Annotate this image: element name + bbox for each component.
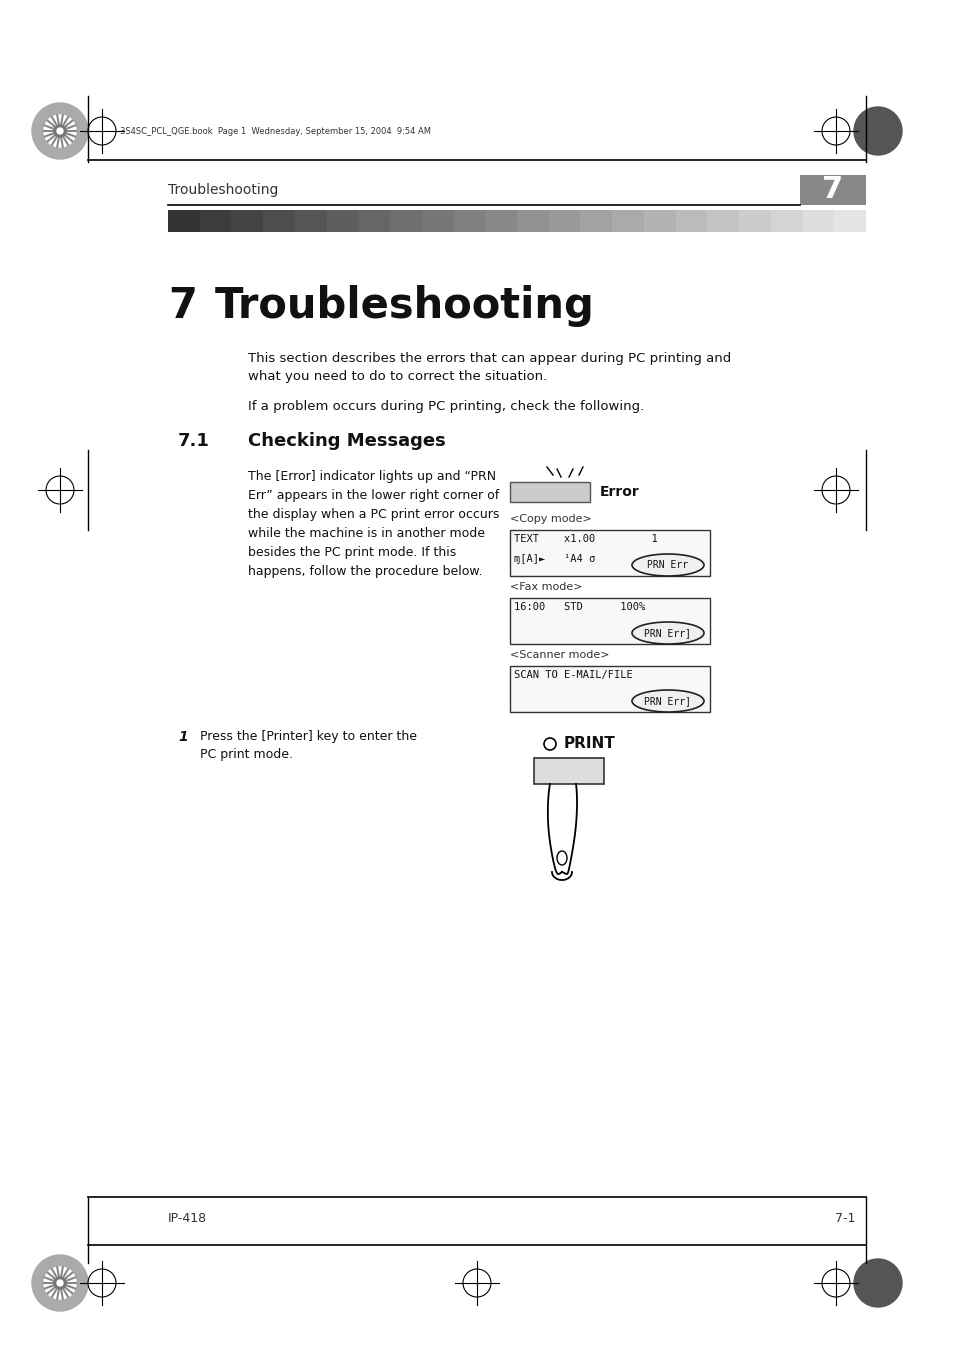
Circle shape — [54, 1277, 66, 1289]
Text: <Copy mode>: <Copy mode> — [510, 513, 591, 524]
FancyBboxPatch shape — [739, 209, 770, 232]
FancyBboxPatch shape — [579, 209, 612, 232]
Text: PRN Err: PRN Err — [647, 561, 688, 570]
Ellipse shape — [557, 851, 566, 865]
Circle shape — [44, 1267, 76, 1300]
Text: 16:00   STD      100%: 16:00 STD 100% — [514, 603, 644, 612]
Circle shape — [853, 107, 901, 155]
Text: Troubleshooting: Troubleshooting — [214, 285, 595, 327]
Text: <Scanner mode>: <Scanner mode> — [510, 650, 609, 661]
Text: <Fax mode>: <Fax mode> — [510, 582, 582, 592]
FancyBboxPatch shape — [833, 209, 865, 232]
Text: Troubleshooting: Troubleshooting — [168, 182, 278, 197]
Circle shape — [32, 103, 88, 159]
FancyBboxPatch shape — [801, 209, 833, 232]
FancyBboxPatch shape — [358, 209, 390, 232]
FancyBboxPatch shape — [643, 209, 675, 232]
Text: 7: 7 — [821, 176, 842, 204]
Text: 7.1: 7.1 — [178, 432, 210, 450]
FancyBboxPatch shape — [199, 209, 232, 232]
Circle shape — [32, 1255, 88, 1310]
Ellipse shape — [631, 621, 703, 644]
FancyBboxPatch shape — [294, 209, 326, 232]
Text: 7: 7 — [168, 285, 196, 327]
Text: This section describes the errors that can appear during PC printing and
what yo: This section describes the errors that c… — [248, 353, 731, 382]
Text: PRN Err]: PRN Err] — [644, 628, 691, 638]
Circle shape — [57, 1279, 63, 1286]
FancyBboxPatch shape — [510, 666, 709, 712]
FancyBboxPatch shape — [510, 482, 589, 503]
FancyBboxPatch shape — [706, 209, 739, 232]
Circle shape — [44, 115, 76, 147]
Circle shape — [853, 1259, 901, 1306]
Text: Checking Messages: Checking Messages — [248, 432, 445, 450]
Ellipse shape — [631, 690, 703, 712]
FancyBboxPatch shape — [453, 209, 485, 232]
Circle shape — [54, 126, 66, 136]
Text: TEXT    x1.00         1: TEXT x1.00 1 — [514, 534, 657, 544]
FancyBboxPatch shape — [517, 209, 548, 232]
Text: ɱ[A]►   ¹A4 σ: ɱ[A]► ¹A4 σ — [514, 554, 595, 563]
Text: SCAN TO E-MAIL/FILE: SCAN TO E-MAIL/FILE — [514, 670, 632, 680]
Circle shape — [57, 128, 63, 134]
FancyBboxPatch shape — [232, 209, 263, 232]
Text: IP-418: IP-418 — [168, 1212, 207, 1224]
FancyBboxPatch shape — [390, 209, 421, 232]
FancyBboxPatch shape — [263, 209, 294, 232]
FancyBboxPatch shape — [675, 209, 706, 232]
FancyBboxPatch shape — [510, 530, 709, 576]
Ellipse shape — [631, 554, 703, 576]
FancyBboxPatch shape — [548, 209, 579, 232]
FancyBboxPatch shape — [770, 209, 801, 232]
Text: 1: 1 — [178, 730, 188, 744]
Text: Error: Error — [599, 485, 639, 499]
FancyBboxPatch shape — [800, 176, 865, 205]
Text: 3S4SC_PCL_QGE.book  Page 1  Wednesday, September 15, 2004  9:54 AM: 3S4SC_PCL_QGE.book Page 1 Wednesday, Sep… — [120, 127, 431, 135]
FancyBboxPatch shape — [510, 598, 709, 644]
Text: PRN Err]: PRN Err] — [644, 696, 691, 707]
FancyBboxPatch shape — [534, 758, 603, 784]
Text: Press the [Printer] key to enter the
PC print mode.: Press the [Printer] key to enter the PC … — [200, 730, 416, 761]
Text: The [Error] indicator lights up and “PRN
Err” appears in the lower right corner : The [Error] indicator lights up and “PRN… — [248, 470, 498, 578]
Text: PRINT: PRINT — [563, 736, 615, 751]
FancyBboxPatch shape — [326, 209, 358, 232]
FancyBboxPatch shape — [168, 209, 199, 232]
Text: 7-1: 7-1 — [834, 1212, 854, 1224]
Text: If a problem occurs during PC printing, check the following.: If a problem occurs during PC printing, … — [248, 400, 643, 413]
FancyBboxPatch shape — [485, 209, 517, 232]
FancyBboxPatch shape — [612, 209, 643, 232]
FancyBboxPatch shape — [421, 209, 453, 232]
